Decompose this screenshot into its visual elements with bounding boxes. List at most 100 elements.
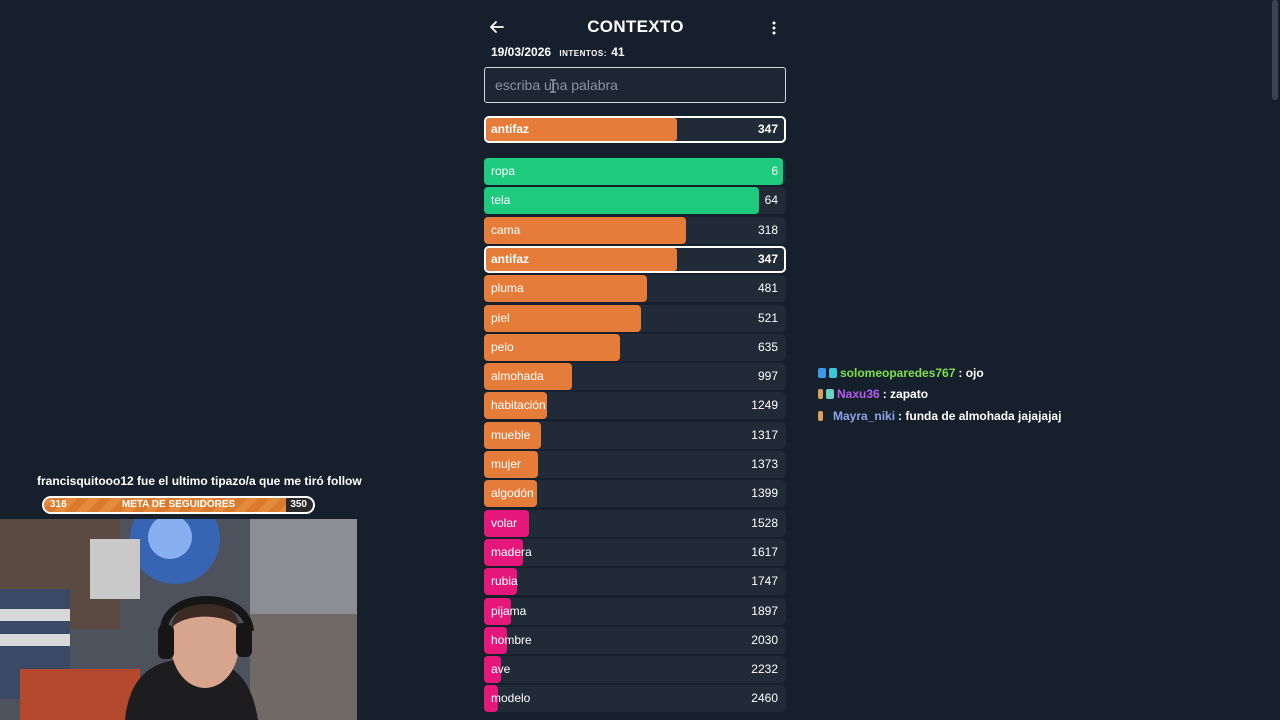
stream-chat: solomeoparedes767 : ojo Naxu36 : zapato …: [818, 362, 1238, 427]
guess-word: piel: [491, 310, 510, 325]
guess-rank: 635: [757, 339, 778, 354]
chat-text: : ojo: [958, 365, 984, 380]
guess-rank: 1747: [751, 574, 778, 589]
last-follower-alert: francisquitooo12 fue el ultimo tipazo/a …: [37, 474, 362, 488]
goal-label: META DE SEGUIDORES: [121, 499, 236, 510]
guess-row: mueble 1317: [484, 421, 786, 449]
guess-bar-fill: [484, 333, 620, 361]
guess-rank: 6: [771, 164, 778, 178]
guess-word: algodón: [491, 486, 534, 501]
guess-bar-fill: [484, 480, 537, 508]
guess-row: tela 64: [484, 187, 786, 215]
webcam-feed: [0, 519, 357, 720]
guess-bar-fill: [484, 421, 541, 449]
guess-row: hombre 2030: [484, 626, 786, 654]
chat-username[interactable]: Mayra_niki: [833, 408, 896, 423]
page-scrollbar[interactable]: [1270, 0, 1280, 720]
guess-rank: 481: [757, 281, 778, 296]
contexto-game-panel: CONTEXTO 19/03/2026 INTENTOS: 41 antifaz…: [484, 0, 787, 720]
guess-rank: 997: [757, 369, 778, 384]
guess-rank: 318: [757, 222, 778, 237]
chat-username[interactable]: Naxu36: [837, 387, 880, 402]
chat-text: : funda de almohada jajajajaj: [898, 408, 1062, 423]
guess-word: almohada: [491, 369, 544, 384]
guess-bar-fill: [484, 304, 641, 332]
guess-row: volar 1528: [484, 509, 786, 537]
more-options-button[interactable]: [767, 17, 781, 39]
guess-rank: 2232: [751, 662, 778, 677]
follower-goal-bar: 316 META DE SEGUIDORES 350: [42, 496, 315, 514]
guess-bar-fill: [484, 597, 511, 625]
app-title: CONTEXTO: [587, 17, 684, 36]
bits-badge-icon: [818, 410, 823, 421]
guess-rank: 1249: [751, 398, 778, 413]
guess-bar-fill: [484, 451, 538, 478]
guess-word: ave: [491, 662, 511, 677]
game-date: 19/03/2026: [491, 45, 552, 59]
game-info: 19/03/2026 INTENTOS: 41: [491, 45, 625, 59]
guess-row: mujer 1373: [484, 451, 786, 478]
guess-rank: 2030: [751, 632, 778, 647]
current-guess-bar-fill: [486, 118, 677, 141]
cube-badge-icon: [829, 367, 837, 378]
guess-row: ropa 6: [484, 158, 786, 185]
text-cursor-icon: [550, 79, 556, 93]
guess-word: antifaz: [491, 251, 530, 266]
arrow-left-icon: [490, 21, 504, 33]
attempts-count: 41: [611, 45, 625, 59]
guess-word: mujer: [491, 457, 522, 471]
guess-rank: 1617: [751, 544, 778, 559]
guess-rank: 1528: [751, 515, 778, 530]
guess-row: almohada 997: [484, 363, 786, 391]
webcam-image: [0, 519, 357, 720]
guess-bar-fill: [484, 275, 647, 303]
guess-word: modelo: [491, 691, 531, 706]
kebab-menu-icon: [772, 21, 776, 35]
guess-row: algodón 1399: [484, 480, 786, 508]
guess-row: rubia 1747: [484, 568, 786, 596]
guess-word: mueble: [491, 427, 531, 442]
guess-row: ave 2232: [484, 656, 786, 684]
guess-word: hombre: [491, 632, 532, 647]
guess-rank: 2460: [751, 691, 778, 706]
guess-word: volar: [491, 515, 518, 530]
guess-bar-fill: [486, 247, 677, 271]
chat-message: Mayra_niki : funda de almohada jajajajaj: [818, 405, 1238, 427]
chat-username[interactable]: solomeoparedes767: [840, 365, 956, 380]
attempts-label: INTENTOS:: [559, 49, 607, 58]
guess-word: habitación: [491, 398, 546, 413]
goal-current-count: 316: [50, 499, 67, 510]
guess-rank: 1897: [751, 603, 778, 618]
guess-rank: 1317: [751, 427, 778, 442]
guess-rank: 64: [764, 193, 778, 208]
top-bar: CONTEXTO: [484, 14, 787, 42]
guess-row: pelo 635: [484, 333, 786, 361]
guess-bar-fill: [484, 656, 501, 684]
guess-bar-fill: [484, 685, 498, 713]
chat-text: : zapato: [882, 387, 929, 402]
guess-bar-fill: [484, 538, 523, 566]
guess-word: madera: [491, 544, 532, 559]
guess-word: rubia: [491, 574, 518, 589]
guess-rank: 1399: [751, 486, 778, 501]
guess-bar-fill: [484, 216, 686, 244]
back-button[interactable]: [486, 16, 508, 38]
guess-row: modelo 2460: [484, 685, 786, 713]
guess-row: madera 1617: [484, 538, 786, 566]
guess-bar-fill: [484, 158, 783, 185]
scrollbar-thumb[interactable]: [1272, 0, 1278, 100]
guess-rank: 347: [757, 251, 778, 266]
bits-badge-icon: [818, 389, 823, 400]
guess-word: pijama: [491, 603, 527, 618]
guess-word: ropa: [491, 164, 516, 178]
guess-bar-fill: [484, 568, 517, 596]
guess-bar-fill: [484, 392, 547, 420]
guess-row: pijama 1897: [484, 597, 786, 625]
guess-bar-fill: [484, 509, 529, 537]
prime-badge-icon: [818, 367, 826, 378]
guess-word: tela: [491, 193, 511, 208]
guess-row: cama 318: [484, 216, 786, 244]
guess-bar-fill: [484, 626, 507, 654]
guess-bar-fill: [484, 187, 759, 215]
word-input[interactable]: [484, 67, 786, 103]
